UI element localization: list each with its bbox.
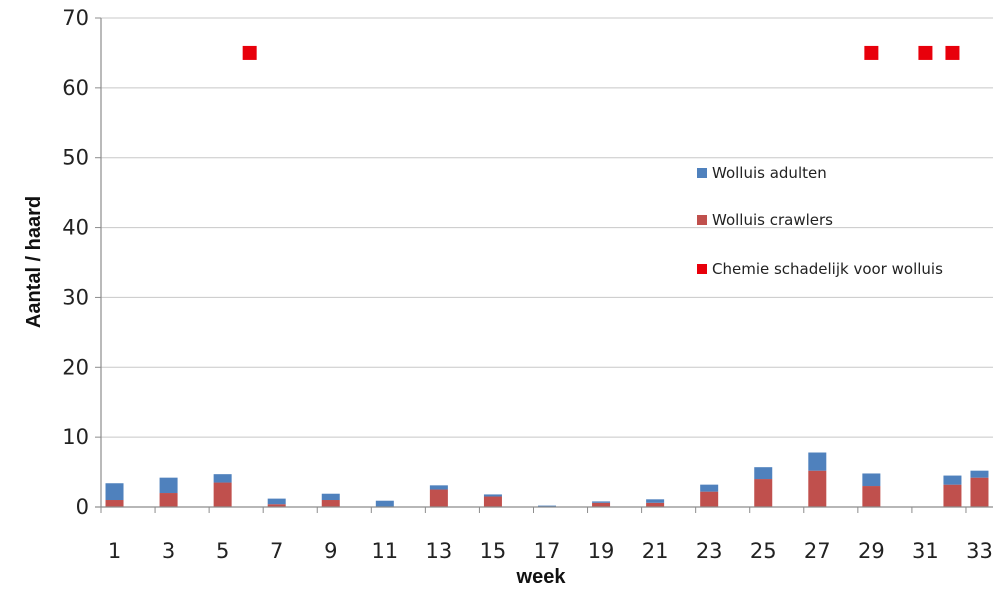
x-tick-label: 15 <box>480 539 507 563</box>
marker-chemie <box>918 45 933 60</box>
bar-adulten <box>213 474 232 483</box>
y-tick-label: 20 <box>62 355 89 379</box>
axes <box>95 17 993 513</box>
bar-adulten <box>375 500 394 507</box>
x-tick-labels: 1 3 5 7 9 11 13 15 17 19 21 23 25 27 29 31 33 <box>108 539 993 563</box>
y-tick-label: 40 <box>62 216 89 240</box>
x-tick-label: 19 <box>588 539 615 563</box>
bar-adulten <box>943 475 962 485</box>
bar-crawlers <box>429 489 448 507</box>
y-axis-title: Aantal / haard <box>23 196 45 328</box>
bar-adulten <box>159 477 178 494</box>
bar-adulten <box>700 484 719 492</box>
markers <box>242 45 960 60</box>
x-tick-label: 25 <box>750 539 777 563</box>
x-axis-title: week <box>516 566 567 588</box>
y-tick-label: 70 <box>62 6 89 30</box>
x-tick-label: 13 <box>426 539 453 563</box>
bar-crawlers <box>159 493 178 507</box>
bar-adulten <box>970 470 989 478</box>
bar-crawlers <box>700 491 719 507</box>
bar-adulten <box>429 485 448 490</box>
bar-crawlers <box>943 484 962 507</box>
bar-crawlers <box>267 504 286 507</box>
legend-swatch <box>697 168 707 178</box>
x-tick-label: 7 <box>270 539 283 563</box>
bar-crawlers <box>646 502 665 507</box>
legend-swatch <box>697 264 707 274</box>
bar-adulten <box>754 467 773 480</box>
bar-crawlers <box>592 502 611 507</box>
bar-crawlers <box>321 500 340 507</box>
legend: Wolluis adulten Wolluis crawlers Chemie sc… <box>697 164 943 278</box>
legend-label: Wolluis crawlers <box>712 211 833 229</box>
x-tick-label: 11 <box>371 539 398 563</box>
x-tick-label: 9 <box>324 539 337 563</box>
bar-crawlers <box>862 486 881 507</box>
bar-crawlers <box>213 482 232 507</box>
marker-chemie <box>945 45 960 60</box>
bar-crawlers <box>105 500 124 507</box>
x-tick-label: 3 <box>162 539 175 563</box>
y-tick-label: 50 <box>62 146 89 170</box>
legend-label: Chemie schadelijk voor wolluis <box>712 260 943 278</box>
bar-adulten <box>321 493 340 501</box>
bar-adulten <box>808 452 827 471</box>
bar-crawlers <box>754 479 773 507</box>
bar-adulten <box>592 501 611 503</box>
bar-crawlers <box>483 496 502 507</box>
x-tick-label: 23 <box>696 539 723 563</box>
legend-label: Wolluis adulten <box>712 164 827 182</box>
bar-crawlers <box>970 477 989 507</box>
y-tick-label: 60 <box>62 76 89 100</box>
bars <box>105 452 989 507</box>
grid-lines <box>101 17 993 438</box>
marker-chemie <box>864 45 879 60</box>
bar-adulten <box>483 494 502 497</box>
x-tick-label: 1 <box>108 539 121 563</box>
legend-swatch <box>697 215 707 225</box>
bar-crawlers <box>808 470 827 507</box>
x-tick-label: 27 <box>804 539 831 563</box>
y-tick-labels: 0 10 20 30 40 50 60 70 <box>62 6 89 519</box>
x-tick-label: 33 <box>966 539 993 563</box>
x-tick-label: 17 <box>534 539 561 563</box>
bar-adulten <box>646 499 665 503</box>
y-tick-label: 10 <box>62 425 89 449</box>
bar-adulten <box>105 483 124 501</box>
y-tick-label: 0 <box>76 495 89 519</box>
y-tick-label: 30 <box>62 285 89 309</box>
x-tick-label: 29 <box>858 539 885 563</box>
x-tick-label: 5 <box>216 539 229 563</box>
marker-chemie <box>242 45 257 60</box>
bar-adulten <box>267 498 286 505</box>
x-tick-label: 31 <box>912 539 939 563</box>
x-tick-label: 21 <box>642 539 669 563</box>
bar-adulten <box>862 473 881 487</box>
bar-adulten <box>538 505 556 507</box>
